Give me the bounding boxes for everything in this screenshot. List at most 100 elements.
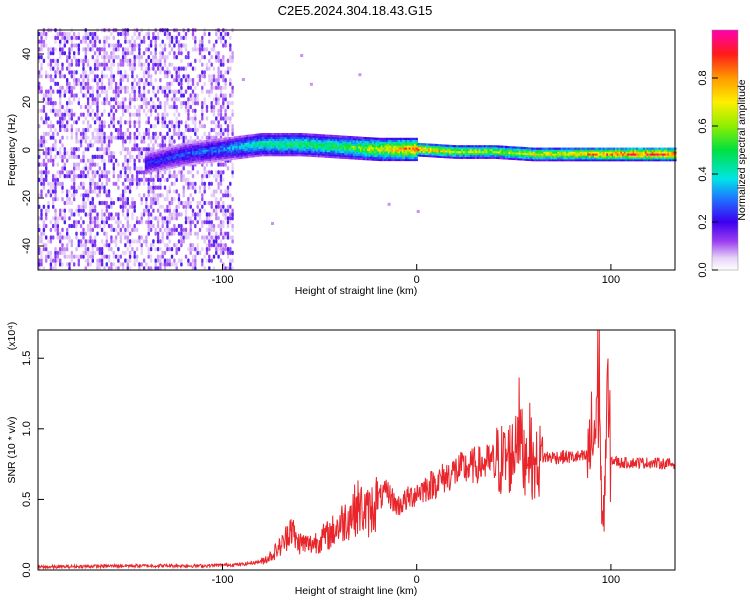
spectrogram-noise-cell: [47, 93, 50, 98]
spectrogram-ridge-cell: [382, 151, 385, 154]
spectrogram-ridge-cell: [284, 134, 287, 138]
spectrogram-ridge-cell: [293, 148, 296, 151]
spectrogram-ridge-cell: [527, 149, 530, 152]
spectrogram-ridge-cell: [300, 150, 303, 153]
spectrogram-noise-cell: [82, 197, 85, 202]
spectrogram-ridge-cell: [363, 158, 366, 161]
spectrogram-ridge-cell: [291, 142, 294, 145]
spectrogram-ridge-cell: [160, 159, 163, 162]
spectrogram-ridge-cell: [200, 152, 203, 155]
spectrogram-noise-cell: [103, 243, 106, 248]
spectrogram-noise-cell: [47, 189, 50, 194]
spectrogram-ridge-cell: [167, 160, 170, 163]
spectrogram-ridge-cell: [368, 142, 371, 146]
spectrogram-ridge-cell: [440, 151, 443, 155]
spectrogram-noise-cell: [86, 127, 90, 133]
spectrogram-ridge-cell: [274, 133, 277, 136]
spectrogram-ridge-cell: [436, 144, 439, 147]
spectrogram-ridge-cell: [328, 142, 331, 145]
spectrogram-noise-cell: [198, 227, 202, 232]
spectrogram-noise-cell: [89, 189, 92, 194]
spectrogram-ridge-cell: [282, 146, 286, 149]
spectrogram-noise-cell: [138, 124, 141, 129]
spectrogram-noise-cell: [47, 74, 50, 79]
spectrogram-noise-cell: [47, 116, 50, 121]
spectrogram-noise-cell: [196, 247, 199, 252]
spectrogram-noise-cell: [49, 254, 53, 259]
spectrogram-noise-cell: [196, 204, 199, 209]
spectrogram-noise-cell: [170, 104, 174, 110]
spectrogram-ridge-cell: [234, 155, 237, 158]
spectrogram-noise-cell: [182, 200, 185, 206]
spectrogram-noise-cell: [52, 200, 55, 206]
spectrogram-noise-cell: [45, 193, 48, 198]
spectrogram-noise-cell: [163, 208, 167, 213]
spectrogram-ridge-cell: [497, 145, 501, 148]
spectrogram-noise-cell: [112, 104, 115, 110]
spectrogram-noise-cell: [231, 108, 234, 113]
spectrogram-noise-cell: [54, 108, 57, 113]
spectrogram-noise-cell: [182, 135, 185, 140]
spectrogram-ridge-cell: [165, 154, 168, 157]
spectrogram-ridge-cell: [288, 140, 291, 143]
spectrogram-ridge-cell: [408, 141, 411, 144]
spectrogram-ridge-cell: [190, 153, 193, 156]
spectrogram-ridge-cell: [151, 150, 154, 153]
spectrogram-noise-cell: [96, 89, 99, 94]
spectrogram-noise-cell: [231, 124, 234, 129]
spectrogram-noise-cell: [91, 39, 94, 44]
spectrogram-noise-cell: [203, 185, 206, 190]
spectrogram-noise-cell: [149, 112, 153, 117]
spectrogram-noise-cell: [198, 216, 202, 221]
spectrogram-ridge-cell: [302, 140, 305, 143]
spectrogram-noise-cell: [110, 120, 113, 125]
spectrogram-ridge-cell: [267, 154, 270, 157]
spectrogram-ridge-cell: [263, 154, 266, 157]
spectrogram-noise-cell: [124, 120, 127, 125]
spectrogram-ridge-cell: [305, 133, 308, 136]
spectrogram-ridge-cell: [162, 157, 165, 160]
spectrogram-noise-cell: [114, 85, 118, 90]
spectrogram-ridge-cell: [342, 135, 345, 138]
spectrogram-ridge-cell: [225, 154, 228, 157]
spectrogram-ridge-cell: [242, 142, 245, 146]
spectrogram-noise-cell: [119, 170, 122, 175]
spectrogram-ridge-cell: [324, 147, 327, 151]
spectrogram-ridge-cell: [347, 153, 350, 156]
spectrogram-ridge-cell: [319, 145, 322, 148]
spectrogram-ridge-cell: [150, 152, 153, 155]
spectrogram-noise-cell: [140, 220, 143, 225]
spectrogram-noise-cell: [110, 116, 113, 121]
spectrogram-noise-cell: [45, 177, 48, 182]
spectrogram-ridge-cell: [382, 147, 385, 150]
spectrogram-ridge-cell: [354, 155, 357, 158]
spectrogram-ridge-cell: [328, 155, 331, 158]
spectrogram-ridge-cell: [239, 143, 242, 146]
spectrogram-noise-cell: [226, 250, 230, 255]
spectrogram-noise-cell: [189, 227, 192, 232]
spectrogram-noise-cell: [126, 47, 129, 52]
spectrogram-ridge-cell: [400, 147, 403, 150]
spectrogram-ridge-cell: [347, 157, 350, 160]
spectrogram-ridge-cell: [155, 170, 158, 173]
spectrogram-ridge-cell: [335, 140, 338, 144]
spectrogram-ridge-cell: [459, 149, 462, 152]
spectrogram-noise-cell: [163, 108, 167, 113]
spectrogram-ridge-cell: [296, 146, 300, 149]
spectrogram-ridge-cell: [230, 154, 233, 157]
spectrogram-ridge-cell: [155, 163, 158, 166]
spectrogram-noise-cell: [119, 204, 122, 209]
spectrogram-ridge-cell: [428, 147, 431, 150]
spectrogram-noise-cell: [203, 101, 206, 106]
spectrogram-noise-cell: [38, 81, 41, 86]
spectrogram-noise-cell: [42, 39, 46, 44]
spectrogram-noise-cell: [205, 135, 209, 140]
spectrogram-ridge-cell: [232, 151, 235, 155]
spectrogram-ridge-cell: [401, 158, 404, 162]
spectrogram-ridge-cell: [314, 143, 317, 146]
spectrogram-ridge-cell: [464, 152, 467, 156]
spectrogram-noise-cell: [131, 81, 134, 86]
spectrogram-noise-cell: [149, 227, 153, 232]
spectrogram-ridge-cell: [220, 157, 223, 160]
spectrogram-ridge-cell: [352, 151, 355, 154]
